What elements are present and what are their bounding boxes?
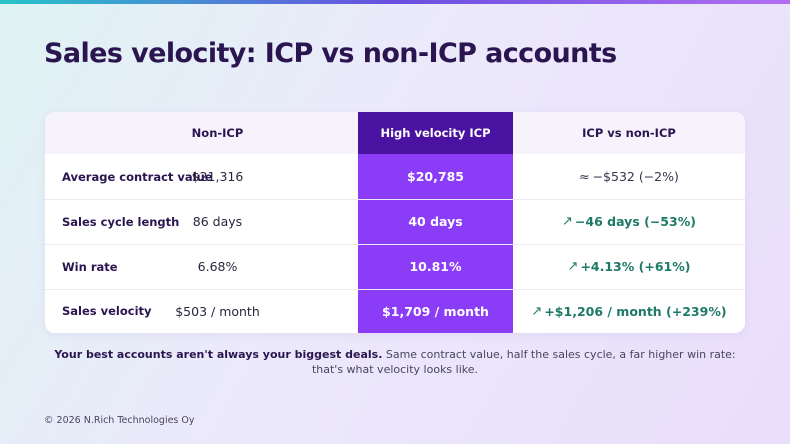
row-label: Sales cycle length bbox=[62, 214, 180, 229]
row-divider bbox=[45, 244, 745, 245]
comparison-text: +$1,206 / month (+239%) bbox=[544, 303, 727, 319]
highlight-column-header bbox=[358, 112, 513, 154]
trend-up-arrow-icon: ↗ bbox=[562, 214, 573, 229]
non-icp-value: 86 days bbox=[192, 214, 243, 229]
high-icp-value: 10.81% bbox=[409, 259, 462, 274]
trend-up-arrow-icon: ↗ bbox=[567, 259, 579, 274]
header-non-icp: Non-ICP bbox=[191, 126, 244, 140]
page-title: Sales velocity: ICP vs non-ICP accounts bbox=[44, 38, 617, 69]
non-icp-value: $21,316 bbox=[191, 169, 244, 184]
header-comparison: ICP vs non-ICP bbox=[582, 126, 676, 140]
row-label: Average contract value bbox=[62, 169, 213, 184]
comparison-text: +4.13% (+61%) bbox=[580, 259, 691, 274]
row-divider bbox=[45, 199, 745, 200]
row-label: Sales velocity bbox=[62, 304, 152, 318]
high-icp-value: $20,785 bbox=[407, 169, 464, 184]
trend-up-arrow-icon: ↗ bbox=[531, 303, 543, 319]
comparison-value: ↗ +4.13% (+61%) bbox=[513, 244, 745, 289]
comparison-value: ↗ −46 days (−53%) bbox=[513, 199, 745, 244]
comparison-value: ≈ −$532 (−2%) bbox=[513, 154, 745, 199]
caption-body: Same contract value, half the sales cycl… bbox=[311, 348, 736, 376]
approx-icon: ≈ bbox=[579, 169, 590, 184]
table-row: Win rate 6.68% 10.81% ↗ +4.13% (+61%) bbox=[45, 244, 745, 289]
caption-emphasis: Your best accounts aren't always your bi… bbox=[54, 348, 383, 361]
non-icp-value: 6.68% bbox=[197, 259, 238, 274]
non-icp-value: $503 / month bbox=[175, 303, 260, 319]
comparison-text: −46 days (−53%) bbox=[574, 214, 696, 229]
comparison-text: −$532 (−2%) bbox=[592, 169, 679, 184]
table-header-row: Non-ICP High velocity ICP ICP vs non-ICP bbox=[45, 112, 745, 154]
row-label: Win rate bbox=[62, 259, 118, 274]
top-accent-bar bbox=[0, 0, 790, 4]
comparison-table: Non-ICP High velocity ICP ICP vs non-ICP… bbox=[45, 112, 745, 333]
copyright-footer: © 2026 N.Rich Technologies Oy bbox=[44, 415, 195, 426]
table-row: Average contract value $21,316 $20,785 ≈… bbox=[45, 154, 745, 199]
table-row: Sales cycle length 86 days 40 days ↗ −46… bbox=[45, 199, 745, 244]
comparison-value: ↗ +$1,206 / month (+239%) bbox=[513, 289, 745, 333]
table-row: Sales velocity $503 / month $1,709 / mon… bbox=[45, 289, 745, 333]
high-icp-value: $1,709 / month bbox=[382, 303, 489, 319]
header-high-velocity-icp: High velocity ICP bbox=[380, 126, 491, 140]
high-icp-value: 40 days bbox=[408, 214, 463, 229]
row-divider bbox=[45, 289, 745, 290]
table-caption: Your best accounts aren't always your bi… bbox=[44, 347, 746, 377]
